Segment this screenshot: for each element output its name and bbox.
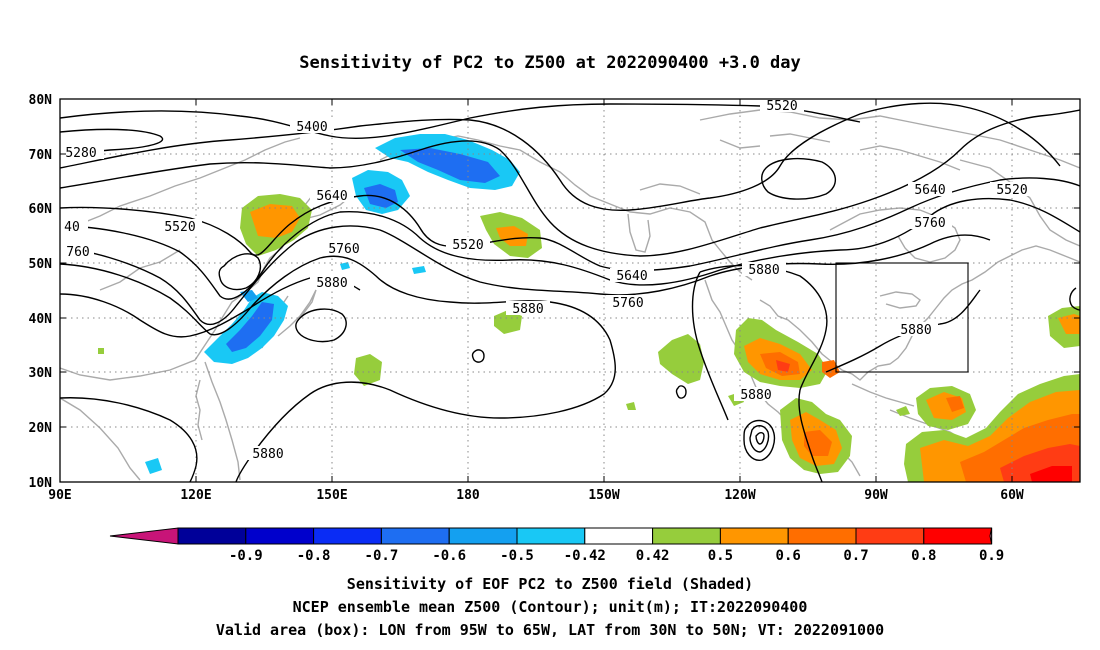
colorbar-swatch — [313, 527, 382, 545]
lon-label: 150W — [588, 488, 619, 503]
contour-label: 5880 — [900, 323, 931, 338]
colorbar-high-triangle — [989, 527, 993, 545]
footer-line-3: Valid area (box): LON from 95W to 65W, L… — [216, 621, 884, 639]
longitude-labels: 90E 120E 150E 180 150W 120W 90W 60W — [48, 488, 1024, 503]
lon-label: 120W — [724, 488, 755, 503]
lat-label: 60N — [29, 202, 53, 217]
contour-label: 5880 — [512, 302, 543, 317]
valid-area-box — [835, 262, 969, 373]
footer-line-1: Sensitivity of EOF PC2 to Z500 field (Sh… — [347, 575, 753, 593]
contour-label: 5880 — [740, 388, 771, 403]
lon-label: 180 — [456, 488, 480, 503]
lon-label: 60W — [1000, 488, 1024, 503]
colorbar-swatch — [652, 527, 721, 545]
contour-label: 5520 — [164, 220, 195, 235]
colorbar-low-triangle — [109, 527, 179, 545]
colorbar-swatch — [448, 527, 518, 545]
map-panel: 5520 5400 5280 5640 40 5520 760 5760 588… — [60, 99, 1080, 482]
colorbar-swatch — [584, 527, 654, 545]
contour-label: 5640 — [914, 183, 945, 198]
lat-label: 80N — [29, 93, 53, 108]
colorbar-tick-label: 0.42 — [636, 548, 670, 564]
map-title: Sensitivity of PC2 to Z500 at 2022090400… — [299, 53, 801, 73]
colorbar-tick-label: 0.7 — [843, 548, 868, 564]
lat-label: 50N — [29, 257, 53, 272]
latitude-labels: 80N 70N 60N 50N 40N 30N 20N 10N — [29, 93, 53, 491]
colorbar-swatch — [380, 527, 450, 545]
colorbar-tick-label: -0.6 — [432, 548, 466, 564]
footer-line-2: NCEP ensemble mean Z500 (Contour); unit(… — [293, 598, 808, 616]
contour-label: 5640 — [616, 269, 647, 284]
lat-label: 40N — [29, 312, 53, 327]
contour-label: 5880 — [748, 263, 779, 278]
contour-labels: 5520 5400 5280 5640 40 5520 760 5760 588… — [60, 99, 1034, 462]
colorbar-swatch — [787, 527, 857, 545]
lat-label: 70N — [29, 148, 53, 163]
contour-label: 5520 — [766, 99, 797, 114]
lon-label: 90W — [864, 488, 888, 503]
colorbar-tick-label: 0.8 — [911, 548, 936, 564]
colorbar-tick-label: 0.6 — [776, 548, 801, 564]
colorbar: -0.9 -0.8 -0.7 -0.6 -0.5 -0.42 0.42 0.5 0.6 0.7 0.… — [109, 527, 1004, 564]
colorbar-tick-label: -0.7 — [365, 548, 399, 564]
tick-marks — [59, 98, 1080, 483]
colorbar-tick-label: -0.9 — [229, 548, 263, 564]
contour-label: 5760 — [328, 242, 359, 257]
contour-label: 5760 — [914, 216, 945, 231]
lat-label: 10N — [29, 476, 53, 491]
positive-sensitivity-shading — [98, 194, 1080, 482]
lon-label: 90E — [48, 488, 71, 503]
contour-label: 5880 — [316, 276, 347, 291]
colorbar-swatch — [245, 527, 315, 545]
contour-label: 5880 — [252, 447, 283, 462]
lon-label: 150E — [316, 488, 347, 503]
colorbar-tick-label: 0.9 — [979, 548, 1004, 564]
colorbar-tick-label: -0.8 — [297, 548, 331, 564]
colorbar-tick-label: -0.42 — [564, 548, 606, 564]
lon-label: 120E — [180, 488, 211, 503]
negative-sensitivity-shading — [145, 134, 520, 474]
colorbar-swatch — [177, 527, 247, 545]
contour-label: 5400 — [296, 120, 327, 135]
map-frame — [59, 98, 1081, 483]
colorbar-swatch — [855, 527, 925, 545]
gridlines — [60, 99, 1080, 482]
lat-label: 30N — [29, 366, 53, 381]
contour-label: 5760 — [612, 296, 643, 311]
colorbar-swatch — [923, 527, 993, 545]
contour-label: 5520 — [452, 238, 483, 253]
contour-label: 5280 — [65, 146, 96, 161]
contour-label: 5520 — [996, 183, 1027, 198]
colorbar-swatch — [516, 527, 586, 545]
colorbar-tick-label: 0.5 — [708, 548, 733, 564]
colorbar-swatch — [719, 527, 789, 545]
contour-label: 40 — [64, 220, 80, 235]
colorbar-tick-label: -0.5 — [500, 548, 534, 564]
contour-label: 5640 — [316, 189, 347, 204]
lat-label: 20N — [29, 421, 53, 436]
contour-label: 760 — [66, 245, 89, 260]
